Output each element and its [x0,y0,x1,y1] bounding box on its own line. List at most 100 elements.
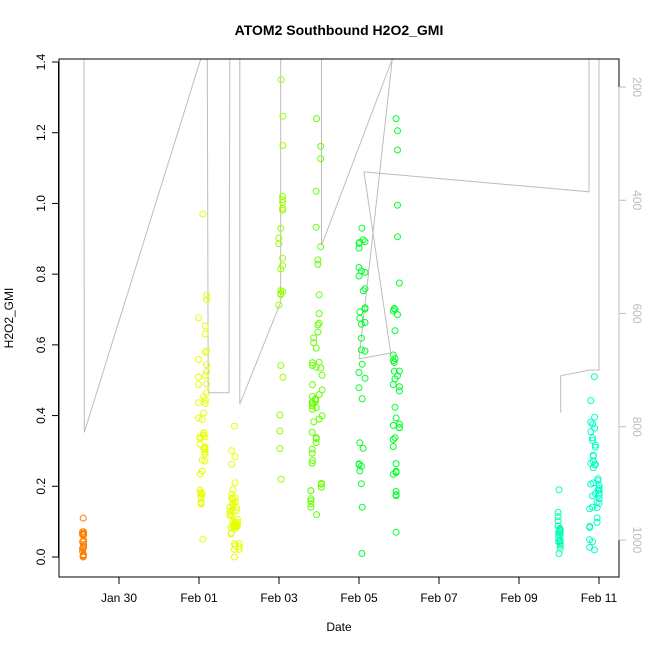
data-point [279,206,287,214]
data-point [279,254,287,262]
data-point [312,187,320,195]
data-point [277,362,285,369]
data-point [276,445,284,453]
y-axis-label: H2O2_GMI [2,288,16,349]
data-point [355,384,363,392]
axes-layer: 0.0 0.2 0.4 0.6 0.8 1.0 1.2 1.4 Jan 30 Feb 01 Feb … [34,53,644,605]
data-point [358,224,366,232]
data-point [554,517,562,525]
data-point [593,514,601,522]
data-point [232,523,240,530]
data-point [391,434,399,442]
data-point [391,355,399,363]
data-point [203,347,211,355]
data-point [591,460,599,468]
data-point [394,201,401,209]
data-point [309,359,316,367]
data-point [195,380,202,388]
data-point [587,428,595,436]
data-point [589,464,597,472]
data-point [79,553,87,561]
data-point [307,487,315,495]
data-point [595,484,603,492]
data-point [80,551,87,559]
data-point [392,488,400,495]
data-point [395,367,403,375]
data-point [234,516,241,523]
secondary-y-tick-label: 1000 [630,527,644,554]
data-point [556,540,564,548]
data-point [308,428,316,436]
data-point [314,256,322,264]
data-point [392,460,400,468]
data-point [312,404,320,412]
data-point [389,357,397,365]
data-point [595,499,603,507]
y-tick-label: 1.0 [34,195,48,212]
data-point [357,334,365,342]
data-point [201,322,209,330]
data-point [198,467,206,475]
data-point [356,314,364,322]
y-tick-label: 0.0 [34,548,48,565]
chart-title: ATOM2 Southbound H2O2_GMI [235,22,444,38]
data-point [317,142,325,150]
data-point [203,380,211,388]
data-point [230,553,238,561]
data-point [275,240,283,248]
data-point [590,546,598,554]
data-point [203,389,211,397]
data-point [200,430,208,437]
data-point [309,362,316,369]
data-point [279,142,287,149]
data-point [314,260,322,268]
data-point [308,445,316,453]
data-point [312,435,320,443]
data-point [394,311,401,319]
data-point [195,399,202,407]
data-point [594,477,602,485]
data-point [200,409,208,417]
data-point [389,381,397,388]
data-point [312,344,320,352]
data-point [195,314,202,322]
data-point [317,479,325,487]
data-point [595,482,603,489]
y-tick-label: 0.6 [34,336,48,353]
data-point [228,460,236,468]
data-point [591,441,599,449]
data-point [308,459,316,467]
data-point [556,536,564,544]
data-point [591,413,599,421]
data-point [318,412,326,420]
data-point [395,387,403,395]
data-point [80,541,88,548]
data-points-layer [79,76,603,561]
data-point [358,550,366,557]
data-point [201,330,209,338]
pressure-altitude-trace [83,58,600,433]
data-point [199,210,207,218]
data-point [357,346,365,354]
data-point [201,348,209,356]
data-point [359,236,367,244]
data-point [309,381,316,389]
data-point [313,115,320,123]
data-point [195,373,202,381]
data-point [357,480,365,488]
data-point [361,238,369,246]
data-point [195,414,202,422]
data-point [355,264,363,271]
data-point [556,529,564,537]
data-point [586,524,594,531]
data-point [395,424,403,431]
secondary-y-tick-label: 400 [630,190,644,210]
x-tick-label: Feb 07 [420,591,458,605]
data-point [392,469,400,476]
data-point [359,287,367,295]
data-point [309,457,316,464]
data-point [203,296,211,304]
data-point [395,383,403,391]
data-point [201,444,209,452]
data-point [392,115,400,123]
